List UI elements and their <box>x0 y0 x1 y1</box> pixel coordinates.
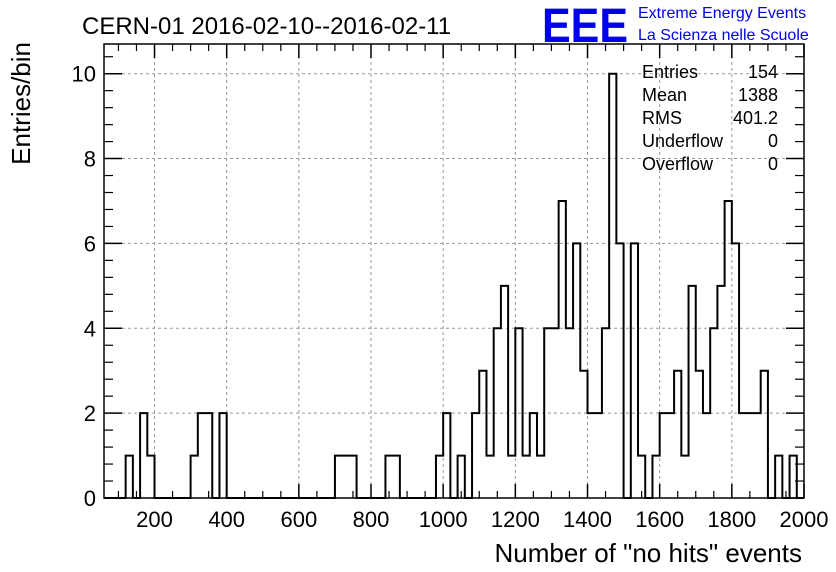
y-tick-label: 8 <box>84 147 96 172</box>
y-tick-label: 0 <box>84 486 96 511</box>
x-tick-label: 1800 <box>707 507 756 532</box>
x-tick-label: 400 <box>208 507 245 532</box>
y-tick-label: 4 <box>84 316 96 341</box>
x-axis-title: Number of "no hits" events <box>495 538 803 568</box>
chart-title: CERN-01 2016-02-10--2016-02-11 <box>82 13 451 40</box>
stat-label-overflow: Overflow <box>642 154 714 174</box>
logo-line2: La Scienza nelle Scuole <box>638 27 809 44</box>
stat-value-underflow: 0 <box>768 131 778 151</box>
stats-box: Entries 154 Mean 1388 RMS 401.2 Underflo… <box>642 62 778 174</box>
x-tick-label: 2000 <box>780 507 829 532</box>
stat-value-overflow: 0 <box>768 154 778 174</box>
logo-line1: Extreme Energy Events <box>638 5 806 22</box>
x-tick-label: 1200 <box>491 507 540 532</box>
stat-label-rms: RMS <box>642 108 682 128</box>
y-tick-label: 6 <box>84 231 96 256</box>
x-tick-label: 800 <box>353 507 390 532</box>
y-axis-title: Entries/bin <box>6 42 36 165</box>
stat-value-entries: 154 <box>748 62 778 82</box>
stat-value-mean: 1388 <box>738 85 778 105</box>
x-tick-label: 200 <box>136 507 173 532</box>
stat-value-rms: 401.2 <box>733 108 778 128</box>
stat-label-underflow: Underflow <box>642 131 724 151</box>
x-tick-label: 1600 <box>635 507 684 532</box>
y-tick-labels: 0 2 4 6 8 10 <box>72 62 96 511</box>
stat-label-mean: Mean <box>642 85 687 105</box>
x-tick-label: 1000 <box>419 507 468 532</box>
axis-ticks <box>104 44 805 499</box>
x-tick-label: 600 <box>280 507 317 532</box>
y-tick-label: 10 <box>72 62 96 87</box>
eee-logo: EEE <box>542 0 628 53</box>
x-tick-labels: 200 400 600 800 1000 1200 1400 1600 1800 2000 <box>136 507 828 532</box>
stat-label-entries: Entries <box>642 62 698 82</box>
grid-lines <box>104 44 805 499</box>
x-tick-label: 1400 <box>563 507 612 532</box>
plot-frame <box>103 43 805 499</box>
y-tick-label: 2 <box>84 401 96 426</box>
